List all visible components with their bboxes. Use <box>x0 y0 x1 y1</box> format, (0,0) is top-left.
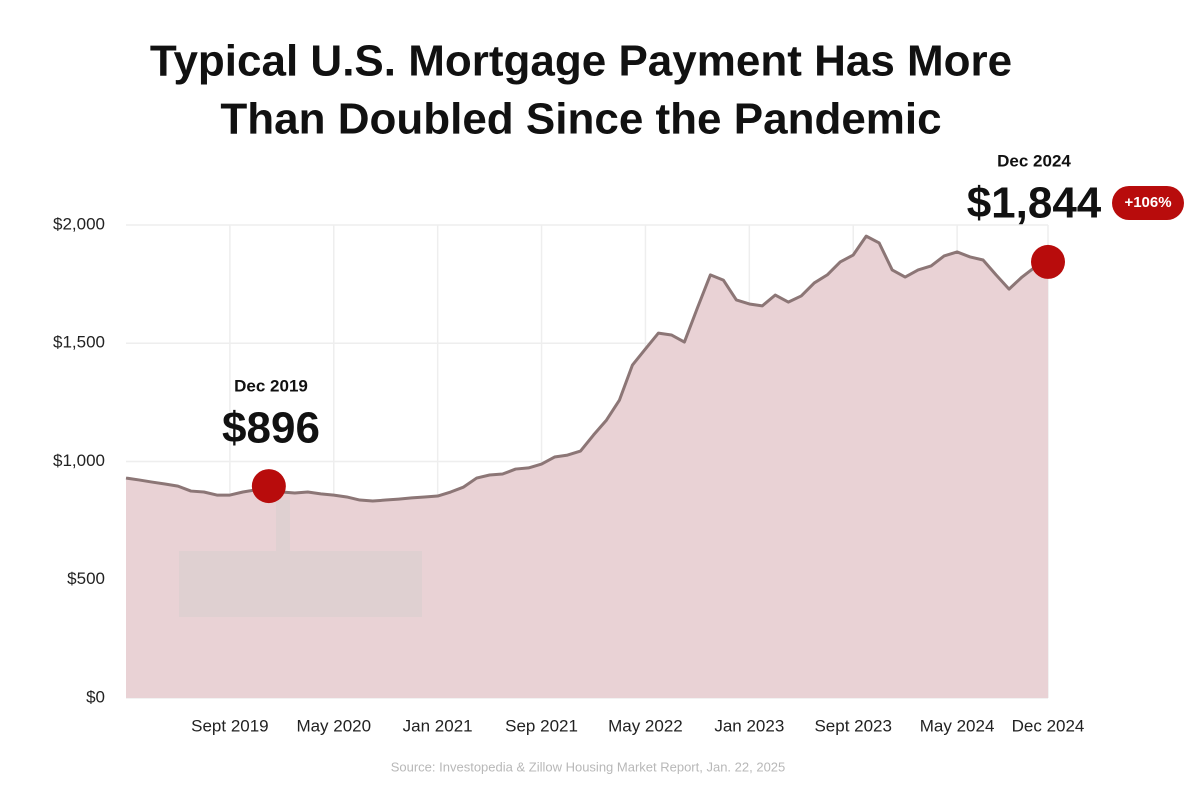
label-backdrop <box>179 551 422 617</box>
value-label: $1,844 <box>967 179 1102 228</box>
chart-title: Typical U.S. Mortgage Payment Has More <box>150 37 1012 86</box>
change-label: +106% <box>1124 194 1171 211</box>
highlight-point <box>251 469 286 504</box>
x-tick-label: Sep 2021 <box>505 716 578 735</box>
y-tick-label: $0 <box>86 687 105 706</box>
area <box>126 236 1048 699</box>
highlight-point <box>1031 244 1065 279</box>
x-tick-label: May 2020 <box>296 716 371 735</box>
x-tick-label: Dec 2024 <box>1012 716 1085 735</box>
source: Source: Investopedia & Zillow Housing Ma… <box>391 759 786 774</box>
x-tick-label: May 2022 <box>608 716 683 735</box>
y-tick-label: $1,000 <box>53 451 105 470</box>
x-tick-label: Sept 2019 <box>191 716 269 735</box>
y-tick-label: $500 <box>67 569 105 588</box>
label-connector <box>276 500 290 551</box>
x-tick-label: Jan 2021 <box>403 716 473 735</box>
y-tick-label: $2,000 <box>53 214 105 233</box>
x-tick-label: Sept 2023 <box>814 716 892 735</box>
annotation-date: Dec 2019 <box>234 376 308 395</box>
y-tick-label: $1,500 <box>53 333 105 352</box>
x-tick-label: May 2024 <box>920 716 995 735</box>
chart-title: Than Doubled Since the Pandemic <box>220 95 941 144</box>
annotation-date: Dec 2024 <box>997 151 1071 170</box>
annotations: Dec 2019 $896 Dec 2024 $1,844 +106% <box>222 151 1184 504</box>
x-tick-label: Jan 2023 <box>714 716 784 735</box>
change-badge <box>1112 186 1184 220</box>
plot <box>125 234 1049 699</box>
value-label: $896 <box>222 404 320 453</box>
